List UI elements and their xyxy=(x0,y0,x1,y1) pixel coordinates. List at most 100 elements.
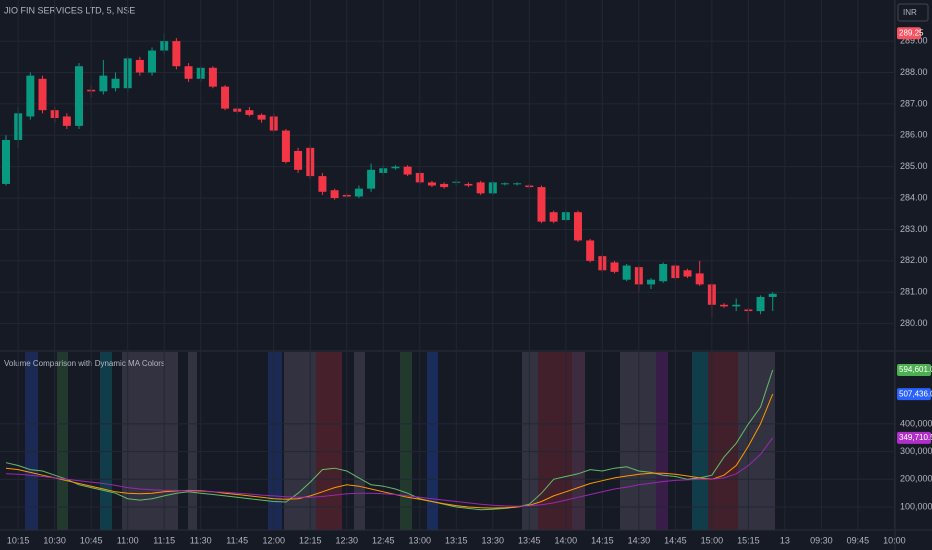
x-tick-label: 12:45 xyxy=(372,535,395,545)
band xyxy=(427,352,438,530)
y-tick-label: 281.00 xyxy=(900,287,928,297)
candle-body xyxy=(184,66,193,79)
candle-body xyxy=(537,187,546,222)
y-tick-label: 280.00 xyxy=(900,318,928,328)
candle-body xyxy=(330,190,339,199)
y-tick-label: 283.00 xyxy=(900,224,928,234)
y-tick-label: 282.00 xyxy=(900,255,928,265)
candle-body xyxy=(318,176,327,192)
x-tick-label: 10:15 xyxy=(7,535,30,545)
candle-body xyxy=(500,183,509,185)
price-label-bg xyxy=(897,27,921,40)
x-tick-label: 09:45 xyxy=(847,535,870,545)
x-tick-label: 10:30 xyxy=(43,535,66,545)
band xyxy=(656,352,668,530)
x-tick-label: 13 xyxy=(780,535,790,545)
candle-body xyxy=(221,86,230,109)
candle-body xyxy=(257,114,266,120)
y-tick-label: 285.00 xyxy=(900,161,928,171)
x-tick-label: 14:30 xyxy=(628,535,651,545)
candle-body xyxy=(683,270,692,277)
band xyxy=(538,352,572,530)
x-tick-label: 09:30 xyxy=(810,535,833,545)
candle-body xyxy=(768,293,777,297)
candle-body xyxy=(294,150,303,170)
end-label-bg xyxy=(897,388,931,401)
candle-body xyxy=(513,183,522,185)
candle-body xyxy=(354,188,363,197)
candle-body xyxy=(111,78,120,89)
y-tick-label: 284.00 xyxy=(900,192,928,202)
currency-label[interactable]: INR xyxy=(903,8,917,17)
band xyxy=(100,352,112,530)
band xyxy=(268,352,282,530)
candle-body xyxy=(586,240,595,261)
band xyxy=(122,352,178,530)
candle-body xyxy=(391,166,400,169)
candle-body xyxy=(75,66,84,126)
currency-button[interactable] xyxy=(897,3,929,22)
x-tick-label: 14:15 xyxy=(591,535,614,545)
candle-body xyxy=(659,263,668,282)
x-tick-label: 15:00 xyxy=(701,535,724,545)
band xyxy=(620,352,656,530)
x-tick-label: 12:30 xyxy=(335,535,358,545)
volume-line xyxy=(5,393,774,509)
band xyxy=(400,352,412,530)
candle-body xyxy=(2,140,10,184)
y-tick-label: 286.00 xyxy=(900,130,928,140)
candle-body xyxy=(464,183,473,186)
x-tick-label: 11:45 xyxy=(226,535,248,545)
candle-body xyxy=(476,182,485,194)
x-tick-label: 13:45 xyxy=(518,535,541,545)
y-tick-label: 300,000.00 xyxy=(900,446,932,456)
x-tick-label: 11:15 xyxy=(153,535,175,545)
band xyxy=(188,352,197,530)
candle-body xyxy=(208,67,217,87)
y-tick-label: 200,000.00 xyxy=(900,474,932,484)
candle-body xyxy=(427,182,436,186)
band xyxy=(25,352,38,530)
x-tick-label: 13:00 xyxy=(409,535,432,545)
candle-body xyxy=(647,279,656,285)
x-tick-label: 15:15 xyxy=(737,535,760,545)
band xyxy=(316,352,342,530)
candle-body xyxy=(148,50,157,73)
x-tick-label: 14:45 xyxy=(664,535,687,545)
candle-body xyxy=(367,169,376,189)
y-tick-label: 288.00 xyxy=(900,67,928,77)
candle-body xyxy=(440,183,449,188)
volume-line xyxy=(5,437,774,507)
x-tick-label: 13:30 xyxy=(482,535,505,545)
candle-body xyxy=(62,116,71,126)
x-tick-label: 11:00 xyxy=(117,535,139,545)
band xyxy=(57,352,68,530)
x-tick-label: 10:00 xyxy=(883,535,906,545)
candle-body xyxy=(172,41,181,67)
x-tick-label: 12:00 xyxy=(262,535,285,545)
symbol-title: JIO FIN SERVICES LTD, 5, NSE xyxy=(4,5,135,15)
candle-body xyxy=(695,273,704,285)
end-label-bg xyxy=(897,431,931,444)
candle-body xyxy=(610,262,619,272)
indicator-title: Volume Comparison with Dynamic MA Colors xyxy=(4,359,165,368)
x-tick-label: 13:15 xyxy=(445,535,468,545)
candle-body xyxy=(622,265,631,280)
y-tick-label: 287.00 xyxy=(900,98,928,108)
x-tick-label: 10:45 xyxy=(80,535,103,545)
candle-body xyxy=(732,304,741,307)
candle-body xyxy=(756,296,765,312)
candle-body xyxy=(38,78,47,111)
band xyxy=(284,352,316,530)
band xyxy=(572,352,585,530)
candle-body xyxy=(245,110,254,115)
volume-line xyxy=(5,369,774,511)
candle-body xyxy=(99,75,108,92)
candle-body xyxy=(135,59,144,73)
y-tick-label: 400,000.00 xyxy=(900,418,932,428)
candle-body xyxy=(573,212,582,241)
candle-body xyxy=(403,166,412,175)
y-tick-label: 289.00 xyxy=(900,35,928,45)
end-label: 349,710.50 xyxy=(899,433,932,442)
